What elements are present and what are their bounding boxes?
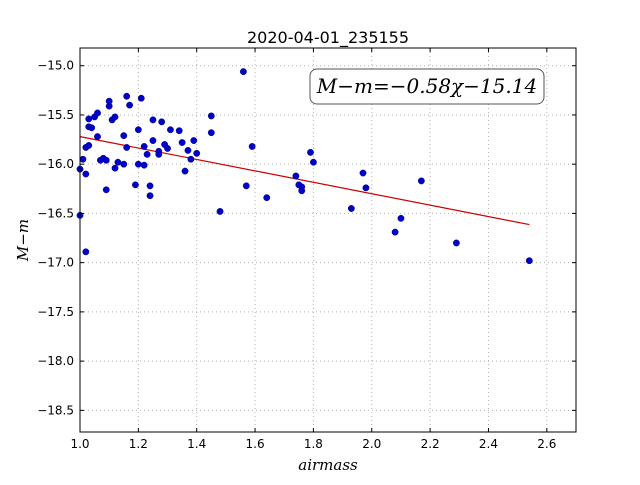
data-point xyxy=(207,112,215,120)
y-tick-label: −15.5 xyxy=(37,108,74,122)
grid xyxy=(79,48,576,432)
y-tick-label: −17.0 xyxy=(37,256,74,270)
data-point xyxy=(525,257,533,265)
data-point xyxy=(207,129,215,137)
data-point xyxy=(88,124,96,132)
data-point xyxy=(120,160,128,168)
data-point xyxy=(292,172,300,180)
data-point xyxy=(85,142,93,149)
data-point xyxy=(307,148,314,156)
y-tick-label: −16.5 xyxy=(37,206,74,220)
data-point xyxy=(417,177,425,185)
data-point xyxy=(184,146,192,154)
data-point xyxy=(187,155,195,163)
data-points xyxy=(76,68,533,265)
data-point xyxy=(143,150,151,158)
x-tick-label: 1.2 xyxy=(129,437,148,451)
plot-frame xyxy=(79,47,577,433)
data-point xyxy=(298,187,306,195)
x-tick-label: 1.4 xyxy=(187,437,206,451)
data-point xyxy=(79,155,87,163)
data-point xyxy=(102,156,110,164)
data-point xyxy=(391,228,399,236)
data-point xyxy=(216,208,224,215)
data-point xyxy=(123,92,131,100)
data-point xyxy=(102,186,110,194)
data-point xyxy=(239,68,247,76)
data-point xyxy=(132,181,139,189)
data-point xyxy=(85,115,93,123)
data-point xyxy=(242,182,250,190)
x-tick-label: 2.0 xyxy=(362,437,381,451)
annotation-text: M−m=−0.58χ−15.14 xyxy=(316,74,537,98)
data-point xyxy=(347,205,355,212)
data-point xyxy=(146,192,154,200)
x-axis-label: airmass xyxy=(298,456,358,474)
chart-title: 2020-04-01_235155 xyxy=(247,28,409,48)
x-axis-ticks: 1.0 1.2 1.4 1.6 1.8 2.0 2.2 2.4 2.6 xyxy=(70,48,556,451)
data-point xyxy=(134,160,142,168)
data-point xyxy=(263,194,271,202)
data-point xyxy=(167,126,174,134)
data-point xyxy=(111,113,119,121)
y-tick-label: −18.0 xyxy=(37,354,74,368)
plot-area xyxy=(80,48,576,432)
data-point xyxy=(94,133,101,141)
data-point xyxy=(164,145,171,152)
data-point xyxy=(178,139,186,146)
data-point xyxy=(362,184,370,192)
data-point xyxy=(82,248,90,256)
data-point xyxy=(126,101,134,109)
data-point xyxy=(140,161,148,169)
data-point xyxy=(193,149,201,157)
data-point xyxy=(140,143,148,150)
data-point xyxy=(452,239,460,247)
x-tick-label: 1.8 xyxy=(304,437,323,451)
data-point xyxy=(397,214,405,222)
data-point xyxy=(111,164,119,172)
data-point xyxy=(158,118,166,126)
y-tick-label: −17.5 xyxy=(37,305,74,319)
data-point xyxy=(155,150,163,158)
fit-line-group xyxy=(79,136,530,226)
annotation-box xyxy=(309,68,545,105)
x-tick-label: 1.6 xyxy=(246,437,265,451)
data-point xyxy=(105,97,113,105)
data-point xyxy=(175,127,183,135)
data-point xyxy=(149,137,157,144)
y-axis-ticks: −15.0 −15.5 −16.0 −16.5 −17.0 −17.5 −18.0 −18.5 xyxy=(37,59,576,417)
data-point xyxy=(94,109,101,117)
data-point xyxy=(190,137,198,144)
y-tick-label: −15.0 xyxy=(37,59,74,73)
x-tick-label: 2.2 xyxy=(421,437,440,451)
x-tick-label: 1.0 xyxy=(70,437,89,451)
data-point xyxy=(120,132,128,140)
data-point xyxy=(359,169,367,177)
data-point xyxy=(248,143,256,150)
x-tick-label: 2.6 xyxy=(537,437,556,451)
data-point xyxy=(134,126,142,134)
data-point xyxy=(114,158,122,166)
data-point xyxy=(82,170,90,178)
data-point xyxy=(149,116,157,124)
data-point xyxy=(146,182,154,190)
y-axis-label: M−m xyxy=(14,219,32,262)
x-tick-label: 2.4 xyxy=(479,437,498,451)
data-point xyxy=(181,167,189,175)
fit-equation-annotation: M−m=−0.58χ−15.14 xyxy=(309,68,545,105)
y-tick-label: −18.5 xyxy=(37,403,74,417)
data-point xyxy=(137,94,145,102)
data-point xyxy=(123,144,131,151)
data-point xyxy=(310,158,317,166)
fit-line xyxy=(79,136,530,226)
y-tick-label: −16.0 xyxy=(37,157,74,171)
